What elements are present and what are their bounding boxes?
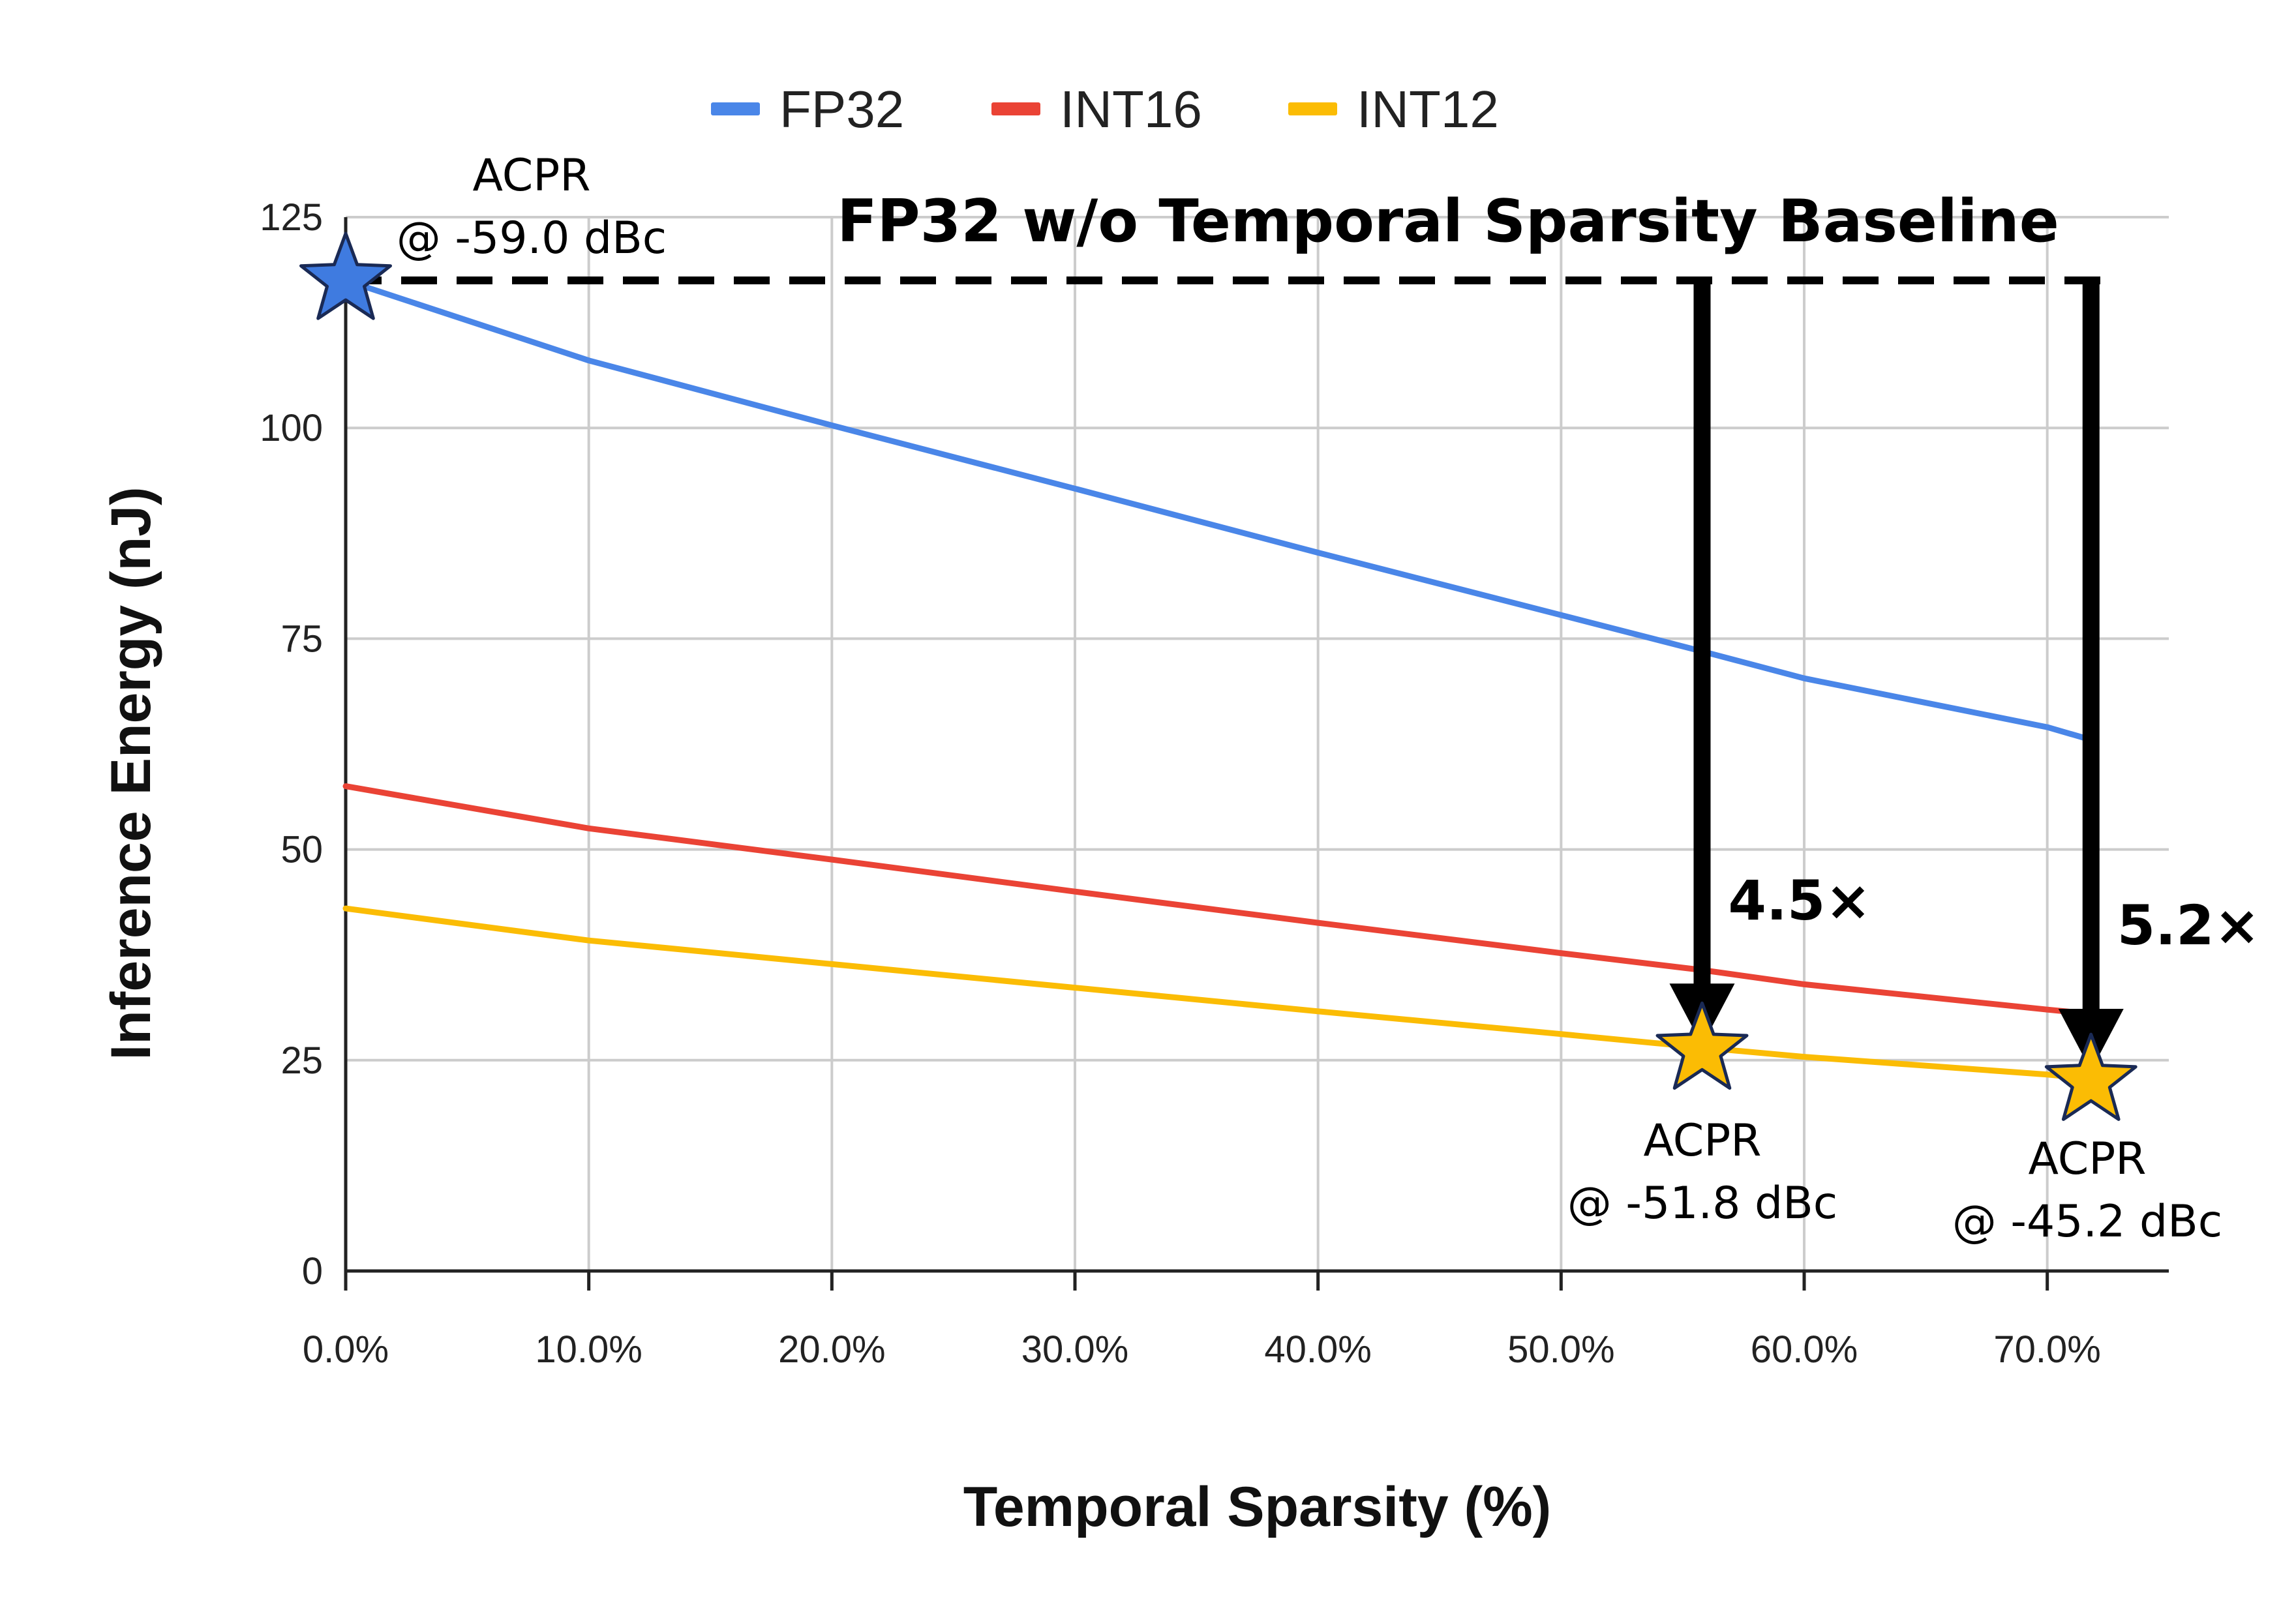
series-line-fp32 xyxy=(342,277,2094,743)
y-tick-label: 100 xyxy=(260,407,323,449)
acpr-value: @ -45.2 dBc xyxy=(1952,1196,2222,1248)
acpr-star-marker xyxy=(299,232,392,320)
x-tick-label: 40.0% xyxy=(1264,1328,1371,1371)
x-tick-label: 60.0% xyxy=(1751,1328,1858,1371)
x-tick-label: 30.0% xyxy=(1021,1328,1128,1371)
x-axis-title: Temporal Sparsity (%) xyxy=(963,1476,1552,1538)
y-tick-label: 50 xyxy=(280,829,323,871)
acpr-value: @ -59.0 dBc xyxy=(397,213,667,264)
y-tick-label: 0 xyxy=(302,1250,323,1293)
x-tick-label: 50.0% xyxy=(1507,1328,1614,1371)
acpr-label: ACPR xyxy=(1643,1115,1761,1167)
legend: FP32 INT16 INT12 xyxy=(711,80,1499,138)
acpr-star-marker xyxy=(1655,1001,1749,1090)
legend-swatch-int16 xyxy=(991,102,1040,115)
chart-labels: Temporal Sparsity (%) Inference Energy (n… xyxy=(100,150,2222,1538)
baseline: FP32 w/o Temporal Sparsity Baseline xyxy=(346,187,2104,284)
arrow-shaft xyxy=(2082,280,2100,1011)
y-tick-label: 25 xyxy=(280,1039,323,1082)
x-tick-label: 10.0% xyxy=(535,1328,642,1371)
acpr-label: ACPR xyxy=(472,150,590,202)
series-line-int16 xyxy=(342,783,2094,1017)
arrow-shaft xyxy=(1693,280,1711,985)
legend-label-int16: INT16 xyxy=(1060,80,1202,138)
legend-label-int12: INT12 xyxy=(1357,80,1499,138)
y-axis-title: Inference Energy (nJ) xyxy=(100,486,162,1060)
legend-swatch-int12 xyxy=(1288,102,1337,115)
reduction-label: 5.2× xyxy=(2117,893,2260,957)
x-tick-label: 0.0% xyxy=(303,1328,389,1371)
reduction-label: 4.5× xyxy=(1728,869,1871,933)
y-tick-label: 75 xyxy=(280,618,323,660)
legend-label-fp32: FP32 xyxy=(779,80,904,138)
acpr-star-marker xyxy=(2044,1032,2137,1121)
x-tick-label: 70.0% xyxy=(1993,1328,2100,1371)
y-tick-label: 125 xyxy=(260,196,323,239)
axes: 0 25 50 75 100 125 0.0% 10.0% 20.0% 30.0% 40.0% 50.… xyxy=(260,196,2169,1371)
acpr-value: @ -51.8 dBc xyxy=(1567,1178,1837,1229)
x-tick-label: 20.0% xyxy=(778,1328,885,1371)
acpr-stars xyxy=(299,232,2137,1121)
series-line-int12 xyxy=(342,905,2094,1082)
acpr-label: ACPR xyxy=(2028,1133,2146,1185)
gridlines xyxy=(346,216,2169,1271)
series-lines xyxy=(342,277,2094,1082)
legend-swatch-fp32 xyxy=(711,102,760,115)
reduction-arrows: 4.5× 5.2× xyxy=(1669,280,2260,1071)
baseline-title: FP32 w/o Temporal Sparsity Baseline xyxy=(837,187,2059,256)
